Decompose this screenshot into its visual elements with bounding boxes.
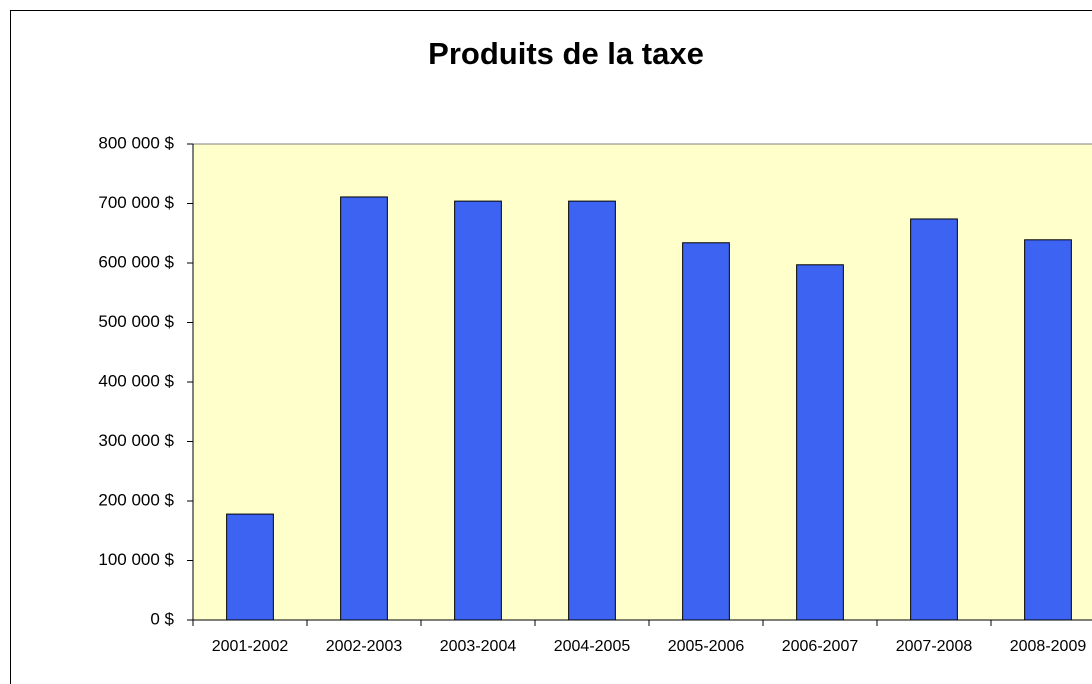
bar: [454, 200, 502, 621]
bar: [226, 513, 274, 621]
y-tick-label: 400 000 $: [98, 371, 174, 390]
x-tick-label: 2004-2005: [554, 638, 631, 655]
y-tick-label: 200 000 $: [98, 490, 174, 509]
bar: [568, 200, 616, 621]
bar: [796, 264, 844, 621]
x-tick-label: 2008-2009: [1010, 638, 1087, 655]
y-tick-label: 0 $: [150, 609, 174, 628]
y-tick-label: 700 000 $: [98, 193, 174, 212]
x-tick-label: 2003-2004: [440, 638, 517, 655]
y-tick-label: 300 000 $: [98, 431, 174, 450]
y-tick-label: 600 000 $: [98, 252, 174, 271]
bar: [340, 196, 388, 621]
bar: [682, 242, 730, 621]
y-tick-label: 800 000 $: [98, 133, 174, 152]
chart-title: Produits de la taxe: [428, 36, 704, 71]
x-tick-label: 2002-2003: [326, 638, 403, 655]
y-tick-label: 500 000 $: [98, 312, 174, 331]
x-tick-label: 2005-2006: [668, 638, 745, 655]
bar: [910, 218, 958, 621]
y-tick-label: 100 000 $: [98, 550, 174, 569]
x-tick-label: 2001-2002: [212, 638, 289, 655]
x-tick-label: 2007-2008: [896, 638, 973, 655]
bar: [1024, 239, 1072, 621]
x-tick-label: 2006-2007: [782, 638, 859, 655]
